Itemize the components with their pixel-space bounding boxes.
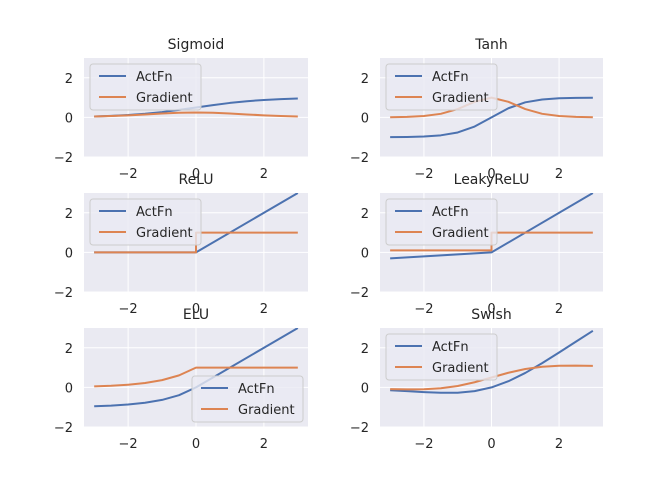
legend: ActFn Gradient (385, 63, 498, 111)
legend-label: Gradient (432, 361, 489, 376)
x-tick-label: 0 (487, 437, 495, 452)
series-line-actfn (390, 329, 594, 394)
y-tick-label: −2 (350, 151, 369, 166)
y-tick-label: −2 (54, 286, 73, 301)
y-tick-label: −2 (350, 421, 369, 436)
y-tick-label: 2 (361, 207, 369, 222)
x-tick-label: −2 (414, 167, 433, 182)
x-tick-label: 2 (260, 167, 268, 182)
legend-label: Gradient (432, 91, 489, 106)
series-line-actfn (390, 193, 594, 260)
legend: ActFn Gradient (385, 198, 498, 246)
y-tick-label: 0 (361, 246, 369, 261)
legend-label: ActFn (136, 205, 173, 220)
x-tick-label: 2 (260, 437, 268, 452)
y-tick-label: −2 (54, 421, 73, 436)
subplot-swish: −2 0 2 −2 0 2 Swish ActFn Gradient (350, 307, 603, 452)
legend: ActFn Gradient (89, 198, 202, 246)
x-tick-label: 0 (192, 437, 200, 452)
y-tick-label: 2 (361, 342, 369, 357)
y-tick-label: 2 (65, 207, 73, 222)
legend-label: ActFn (136, 70, 173, 85)
x-tick-label: −2 (119, 167, 138, 182)
legend-label: ActFn (432, 205, 469, 220)
subplot-title: ELU (183, 307, 209, 323)
series-line-gradient (94, 366, 298, 388)
series-line-actfn (390, 96, 593, 139)
y-tick-label: 2 (361, 72, 369, 87)
legend-label: Gradient (432, 226, 489, 241)
subplot-title: LeakyReLU (454, 172, 530, 188)
legend-label: Gradient (238, 403, 295, 418)
x-tick-label: 2 (555, 167, 563, 182)
y-tick-label: −2 (54, 151, 73, 166)
subplot-title: Tanh (474, 37, 508, 53)
legend: ActFn Gradient (385, 333, 498, 381)
x-tick-label: 0 (192, 302, 200, 317)
series-line-gradient (94, 111, 298, 118)
y-tick-label: −2 (350, 286, 369, 301)
x-tick-label: −2 (414, 437, 433, 452)
x-tick-label: −2 (414, 302, 433, 317)
y-tick-label: 0 (361, 381, 369, 396)
legend-label: ActFn (432, 340, 469, 355)
subplot-elu: −2 0 2 −2 0 2 ELU ActFn Gradient (54, 307, 308, 452)
x-tick-label: 2 (555, 302, 563, 317)
subplot-leakyrelu: −2 0 2 −2 0 2 LeakyReLU ActFn Gradient (350, 172, 603, 317)
y-tick-label: 2 (65, 72, 73, 87)
x-tick-label: 0 (487, 167, 495, 182)
y-tick-label: 0 (65, 381, 73, 396)
x-tick-label: −2 (119, 437, 138, 452)
x-tick-label: 2 (555, 437, 563, 452)
y-tick-label: 0 (361, 111, 369, 126)
legend-label: ActFn (432, 70, 469, 85)
y-tick-label: 0 (65, 246, 73, 261)
x-tick-label: 0 (487, 302, 495, 317)
subplot-sigmoid: −2 0 2 −2 0 2 Sigmoid ActFn Gradient (54, 37, 308, 182)
legend: ActFn Gradient (89, 63, 202, 111)
x-tick-label: 0 (192, 167, 200, 182)
subplot-relu: −2 0 2 −2 0 2 ReLU ActFn Gradient (54, 172, 308, 317)
legend-label: Gradient (136, 226, 193, 241)
y-tick-label: 2 (65, 342, 73, 357)
subplot-title: ReLU (178, 172, 213, 188)
legend: ActFn Gradient (191, 375, 304, 423)
y-tick-label: 0 (65, 111, 73, 126)
x-tick-label: −2 (119, 302, 138, 317)
x-tick-label: 2 (260, 302, 268, 317)
subplot-title: Swish (471, 307, 511, 323)
legend-label: ActFn (238, 382, 275, 397)
subplot-title: Sigmoid (168, 37, 225, 53)
subplot-tanh: −2 0 2 −2 0 2 Tanh ActFn Gradient (350, 37, 603, 182)
legend-label: Gradient (136, 91, 193, 106)
